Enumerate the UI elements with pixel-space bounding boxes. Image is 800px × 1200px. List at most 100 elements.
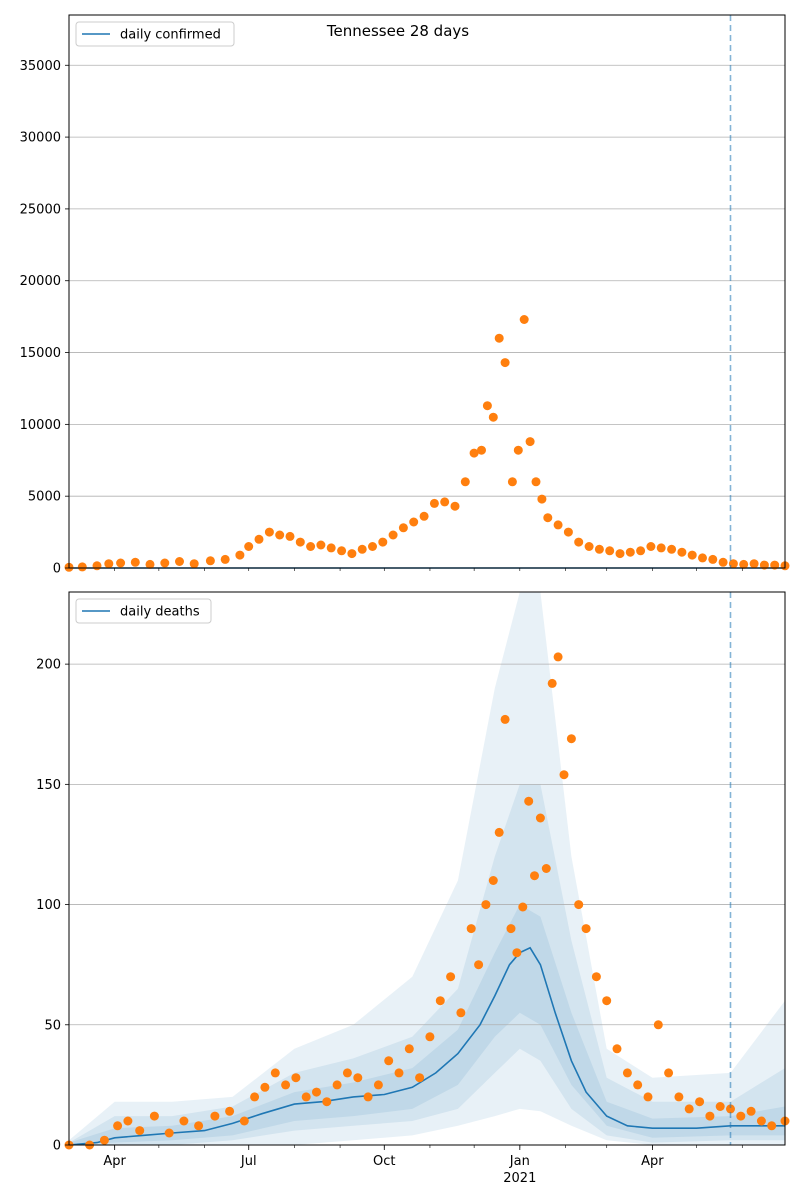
data-point (500, 358, 510, 368)
deaths-axes-frame (68, 591, 786, 1146)
data-point (566, 734, 576, 744)
data-point (718, 557, 728, 567)
y-tick-label: 0 (53, 562, 61, 577)
confirmed-panel: 0 5000 10000 15000 20000 25000 30000 35000 dail… (20, 14, 790, 577)
data-point (92, 561, 102, 571)
data-point (250, 1092, 260, 1102)
data-point (749, 559, 759, 569)
data-point (708, 554, 718, 564)
y-tick-label: 5000 (28, 490, 61, 505)
data-point (715, 1102, 725, 1111)
data-point (477, 445, 486, 455)
y-tick-label: 30000 (20, 131, 61, 146)
data-point (684, 1104, 694, 1114)
data-point (456, 1008, 466, 1018)
data-point (419, 511, 429, 521)
data-point (518, 902, 528, 912)
data-point (435, 996, 445, 1006)
deaths-line-layer (68, 946, 785, 1146)
data-point (591, 972, 601, 982)
deaths-y-axis: 0 50 100 150 200 (36, 658, 69, 1154)
data-point (677, 547, 687, 557)
data-point (687, 550, 697, 560)
data-point (656, 543, 666, 553)
data-point (357, 544, 367, 554)
data-point (500, 714, 510, 724)
data-point (739, 559, 749, 569)
data-point (512, 948, 522, 958)
y-tick-label: 10000 (20, 418, 61, 433)
data-point (574, 900, 584, 910)
data-point (244, 542, 254, 551)
data-point (625, 547, 635, 557)
data-point (636, 546, 646, 556)
data-point (519, 315, 529, 324)
data-point (622, 1068, 632, 1078)
data-point (104, 559, 114, 569)
data-point (99, 1135, 109, 1145)
data-point (264, 527, 274, 537)
data-point (674, 1092, 684, 1102)
y-tick-label: 200 (36, 658, 61, 673)
y-tick-label: 35000 (20, 59, 61, 74)
data-point (179, 1116, 189, 1126)
data-point (488, 412, 498, 422)
confirmed-axes-frame (68, 14, 786, 569)
data-point (337, 546, 347, 556)
deaths-gridlines (69, 663, 785, 1026)
data-point (602, 996, 612, 1006)
data-point (530, 871, 539, 881)
data-point (494, 827, 504, 837)
data-point (559, 770, 569, 780)
data-point (664, 1068, 674, 1078)
data-point (537, 494, 547, 504)
data-point (239, 1116, 249, 1126)
data-point (584, 542, 594, 551)
confirmed-legend: daily confirmed (75, 21, 235, 47)
x-tick-label: Jan (509, 1154, 530, 1169)
y-tick-label: 50 (44, 1018, 61, 1033)
data-point (409, 517, 419, 527)
data-point (482, 401, 492, 411)
data-point (440, 497, 450, 507)
data-point (646, 542, 656, 551)
data-point (474, 960, 484, 970)
data-point (746, 1106, 756, 1116)
data-point (653, 1020, 663, 1030)
data-point (466, 924, 476, 934)
data-point (759, 560, 769, 570)
data-point (291, 1073, 301, 1083)
data-point (726, 1104, 735, 1114)
data-point (194, 1121, 204, 1131)
data-point (135, 1126, 145, 1136)
x-tick-year-label: 2021 (503, 1171, 536, 1186)
deaths-x-axis: Apr Jul Oct Jan 2021 Apr (103, 1145, 743, 1186)
data-point (507, 477, 517, 487)
deaths-points (64, 652, 790, 1150)
data-point (513, 445, 523, 455)
data-point (574, 537, 584, 547)
data-point (270, 1068, 280, 1078)
data-point (189, 559, 199, 569)
y-tick-label: 25000 (20, 202, 61, 217)
data-point (469, 448, 479, 458)
y-tick-label: 0 (53, 1139, 61, 1154)
data-point (301, 1092, 311, 1102)
data-point (543, 513, 553, 523)
data-point (347, 549, 357, 559)
data-point (123, 1116, 133, 1126)
data-point (306, 542, 316, 551)
data-point (175, 557, 184, 566)
data-point (220, 554, 230, 564)
data-point (525, 437, 535, 447)
data-point (254, 534, 264, 544)
data-point (770, 560, 780, 570)
data-point (77, 562, 87, 572)
deaths-legend: daily deaths (75, 598, 212, 624)
data-point (767, 1121, 777, 1131)
data-point (235, 550, 245, 560)
data-point (553, 520, 563, 530)
data-point (281, 1080, 291, 1090)
legend-box (75, 21, 235, 47)
